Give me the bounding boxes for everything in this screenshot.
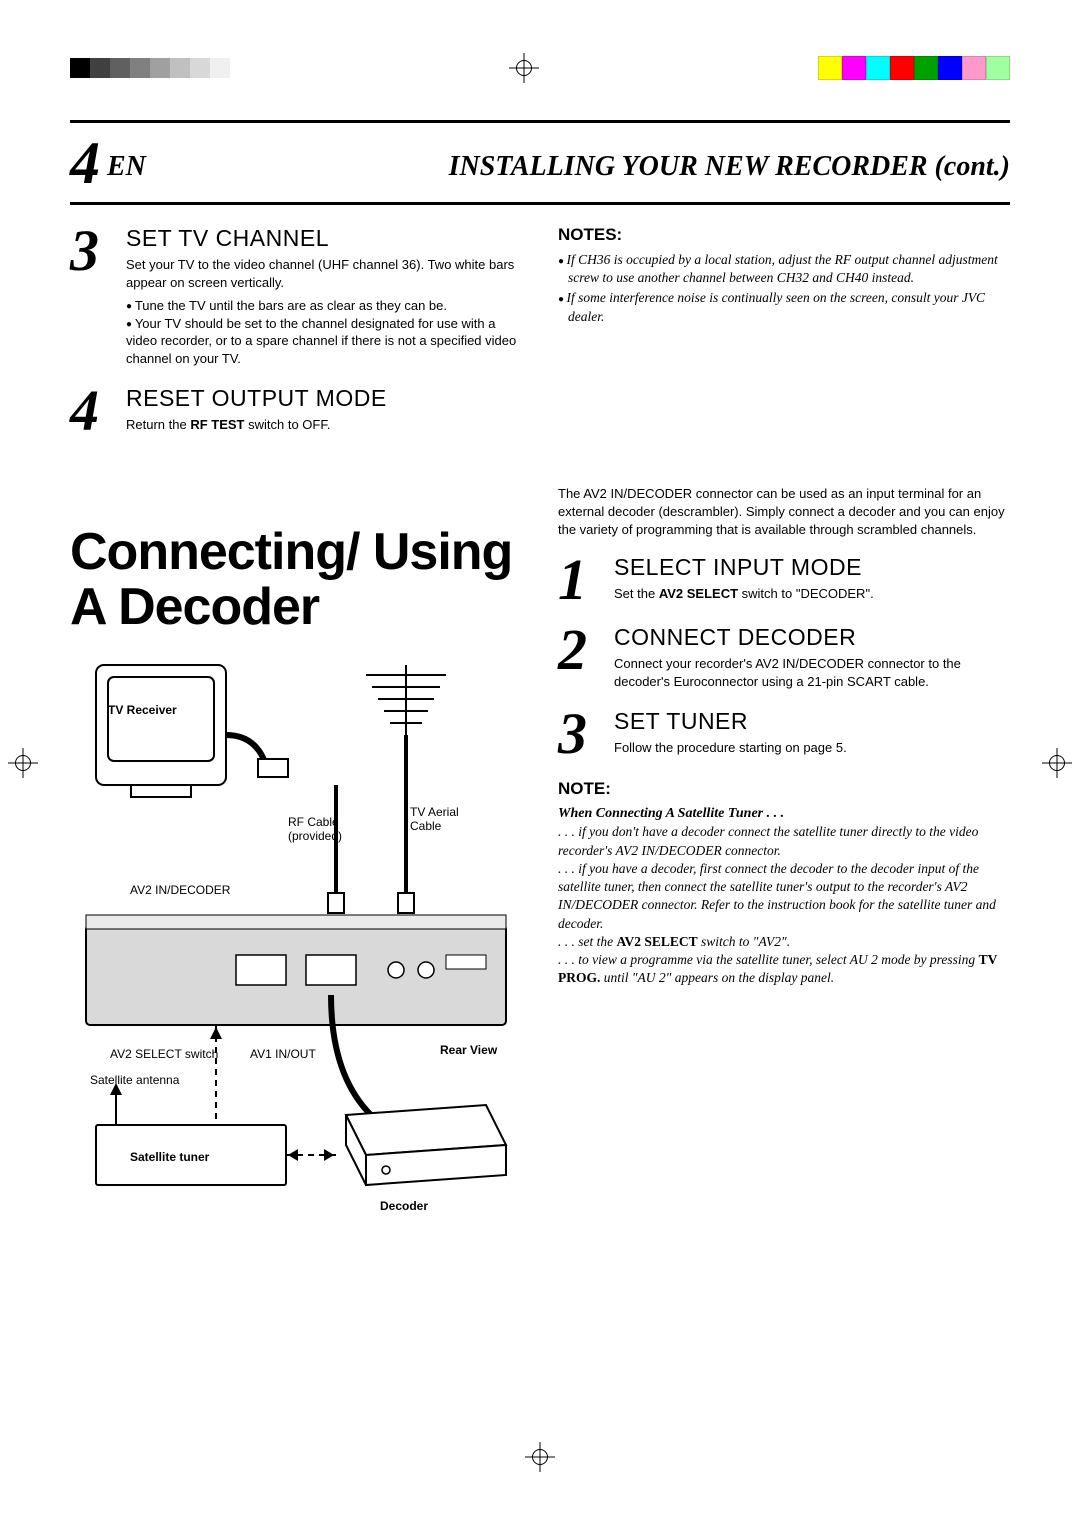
color-swatch — [890, 56, 914, 80]
notes-block: NOTES: If CH36 is occupied by a local st… — [558, 225, 1010, 326]
color-swatch — [986, 56, 1010, 80]
gray-swatch — [150, 58, 170, 78]
label-av2-in: AV2 IN/DECODER — [130, 883, 230, 897]
note-subtitle: When Connecting A Satellite Tuner . . . — [558, 805, 1010, 824]
note-line: . . . to view a programme via the satell… — [558, 951, 1010, 987]
color-swatch — [842, 56, 866, 80]
step-number: 4 — [70, 385, 114, 437]
note-line: . . . if you don't have a decoder connec… — [558, 823, 1010, 859]
step-text: Return the RF TEST switch to OFF. — [126, 416, 387, 434]
label-rf-cable: RF Cable (provided) — [288, 815, 358, 844]
step-text: Set the AV2 SELECT switch to "DECODER". — [614, 585, 874, 603]
print-registration-top — [0, 48, 1080, 88]
decoder-intro: The AV2 IN/DECODER connector can be used… — [558, 485, 1010, 538]
note-item: If some interference noise is continuall… — [558, 289, 1010, 325]
gray-swatch — [110, 58, 130, 78]
step-title: SET TV CHANNEL — [126, 225, 522, 252]
step-number: 2 — [558, 624, 602, 690]
label-av2-switch: AV2 SELECT switch — [110, 1047, 218, 1061]
diagram-svg — [70, 655, 522, 1255]
connection-diagram: TV Receiver RF Cable (provided) TV Aeria… — [70, 655, 522, 1255]
color-swatch — [962, 56, 986, 80]
reg-mark-left — [12, 752, 34, 774]
label-decoder: Decoder — [380, 1199, 428, 1213]
step-title: RESET OUTPUT MODE — [126, 385, 387, 412]
gray-swatch — [210, 58, 230, 78]
step: 3 SET TUNER Follow the procedure starting … — [558, 708, 1010, 760]
note-title: NOTE: — [558, 779, 1010, 799]
print-registration-bottom — [0, 1437, 1080, 1477]
reg-mark-right — [1046, 752, 1068, 774]
note-item: If CH36 is occupied by a local station, … — [558, 251, 1010, 287]
notes-title: NOTES: — [558, 225, 1010, 245]
step-title: SET TUNER — [614, 708, 847, 735]
step-number: 3 — [558, 708, 602, 760]
page-number: 4 — [70, 130, 100, 196]
color-swatch — [818, 56, 842, 80]
step-title: CONNECT DECODER — [614, 624, 1010, 651]
label-rear: Rear View — [440, 1043, 497, 1057]
page-header: 4 EN INSTALLING YOUR NEW RECORDER (cont.… — [70, 120, 1010, 198]
step-title: SELECT INPUT MODE — [614, 554, 874, 581]
label-tv-receiver: TV Receiver — [108, 703, 177, 717]
note-line: . . . set the AV2 SELECT switch to "AV2"… — [558, 933, 1010, 951]
gray-swatch — [190, 58, 210, 78]
gray-swatch — [130, 58, 150, 78]
step-text: Follow the procedure starting on page 5. — [614, 739, 847, 757]
page-lang: EN — [107, 151, 146, 182]
step-text: Set your TV to the video channel (UHF ch… — [126, 256, 522, 291]
color-swatch — [938, 56, 962, 80]
step: 1 SELECT INPUT MODE Set the AV2 SELECT swi… — [558, 554, 1010, 606]
color-swatch — [914, 56, 938, 80]
label-sat-antenna: Satellite antenna — [90, 1073, 179, 1087]
note-satellite: NOTE: When Connecting A Satellite Tuner … — [558, 779, 1010, 988]
step: 4 RESET OUTPUT MODE Return the RF TEST swi… — [70, 385, 522, 437]
gray-swatch — [170, 58, 190, 78]
note-line: . . . if you have a decoder, first conne… — [558, 860, 1010, 933]
step-text: Connect your recorder's AV2 IN/DECODER c… — [614, 655, 1010, 690]
gray-swatch — [90, 58, 110, 78]
step: 3 SET TV CHANNEL Set your TV to the video … — [70, 225, 522, 367]
color-swatch — [866, 56, 890, 80]
step-bullet: Your TV should be set to the channel des… — [126, 315, 522, 368]
step: 2 CONNECT DECODER Connect your recorder's … — [558, 624, 1010, 690]
label-tv-aerial: TV Aerial Cable — [410, 805, 480, 834]
step-number: 3 — [70, 225, 114, 367]
gray-swatch — [70, 58, 90, 78]
step-number: 1 — [558, 554, 602, 606]
step-bullet: Tune the TV until the bars are as clear … — [126, 297, 522, 315]
section-title: Connecting/ Using A Decoder — [70, 525, 522, 634]
page-section-title: INSTALLING YOUR NEW RECORDER (cont.) — [449, 151, 1010, 183]
label-sat-tuner: Satellite tuner — [130, 1150, 209, 1164]
label-av1: AV1 IN/OUT — [250, 1047, 316, 1061]
